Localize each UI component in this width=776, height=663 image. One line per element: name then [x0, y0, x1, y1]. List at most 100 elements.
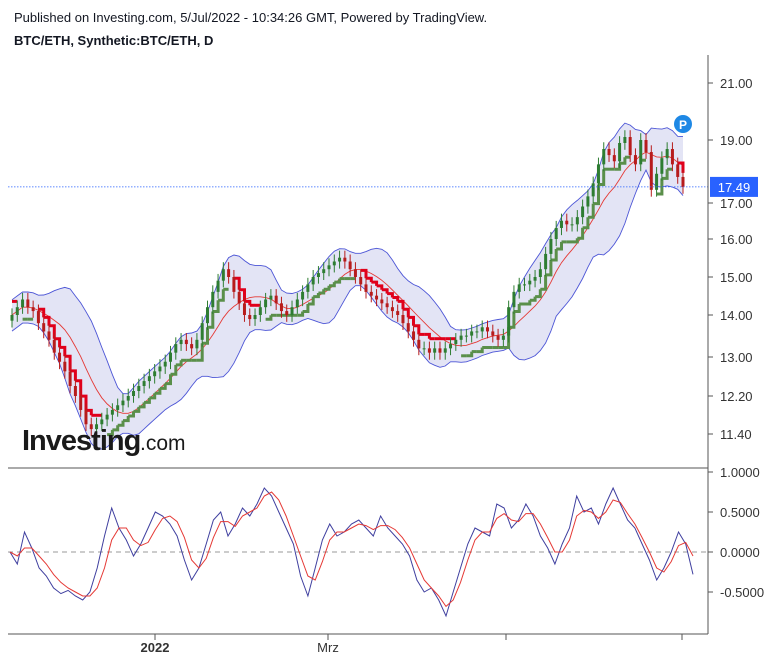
candle [163, 354, 167, 374]
candle-body [258, 307, 262, 315]
candle [565, 213, 569, 232]
candle-body [390, 307, 394, 312]
candle-body [89, 424, 93, 430]
candle-body [612, 155, 616, 162]
candle [464, 328, 468, 343]
candle [95, 417, 99, 436]
candle [332, 254, 336, 273]
candle-body [174, 344, 178, 353]
candle [454, 333, 458, 351]
candle-body [602, 149, 606, 165]
candle-body [26, 299, 30, 308]
candle [31, 300, 35, 318]
candle-body [322, 269, 326, 274]
trailing-stop-segment [360, 268, 368, 279]
candle-body [670, 149, 674, 165]
candle [84, 403, 88, 432]
candle [443, 341, 447, 360]
trailing-stop-segment [212, 300, 220, 313]
pivot-marker [674, 115, 692, 133]
candle [142, 373, 146, 394]
trailing-stop-segment [582, 217, 590, 230]
candle [264, 292, 268, 314]
candle-body [301, 291, 305, 300]
candle-body [216, 280, 220, 292]
candle-body [443, 348, 447, 353]
candle [253, 308, 257, 326]
candle-body [200, 323, 204, 340]
candle-body [380, 299, 384, 304]
candle-body [353, 269, 357, 277]
candle [517, 277, 521, 299]
candle-body [486, 327, 490, 332]
candle-body [211, 291, 215, 308]
candle [258, 300, 262, 322]
candle-body [665, 149, 669, 159]
candle-body [538, 269, 542, 277]
candle [406, 316, 410, 339]
candle [670, 142, 674, 172]
candle [316, 266, 320, 284]
candle-body [264, 299, 268, 308]
candle [26, 292, 30, 314]
trailing-stop-segment [545, 260, 553, 277]
x-tick-label: Mrz [317, 640, 339, 655]
candle-body [491, 331, 495, 336]
candle [21, 292, 25, 314]
candle-body [533, 277, 537, 281]
candle [607, 142, 611, 162]
trailing-stop-segment [598, 169, 606, 186]
candle-body [528, 280, 532, 285]
candle [179, 333, 183, 351]
candle-body [348, 261, 352, 270]
candle [132, 383, 136, 403]
candle-body [628, 137, 632, 156]
trailing-stop-segment [403, 307, 410, 318]
trailing-stop-segment [54, 337, 62, 348]
candle-body [385, 303, 389, 308]
trailing-stop-segment [413, 324, 421, 335]
price-tick-label: 16.00 [720, 232, 753, 247]
price-tick-label: 19.00 [720, 133, 753, 148]
candle [369, 285, 373, 303]
candle [269, 289, 273, 307]
candle-body [681, 176, 685, 187]
candle [549, 231, 553, 262]
candle-body [79, 396, 83, 410]
candle [348, 254, 352, 277]
candle [279, 296, 283, 318]
candle [100, 412, 104, 432]
candle-body [132, 390, 136, 396]
watermark-suffix: .com [140, 432, 186, 455]
candle-body [205, 307, 209, 324]
trailing-stop-segment [175, 360, 183, 367]
candle [533, 269, 537, 288]
candle [665, 142, 669, 166]
candle-body [295, 299, 299, 308]
candle [121, 393, 125, 413]
candle-body [639, 140, 643, 165]
candle-body [269, 295, 273, 300]
trailing-stop-segment [202, 327, 209, 345]
candle-body [364, 284, 368, 292]
symbol-title: BTC/ETH, Synthetic:BTC/ETH, D [14, 33, 214, 48]
candle [63, 354, 67, 379]
trailing-stop-segment [117, 420, 125, 427]
trailing-stop-segment [207, 311, 215, 329]
candle-body [153, 371, 157, 377]
trailing-stop-segment [513, 304, 521, 313]
candle-body [406, 323, 410, 332]
candle [544, 246, 548, 277]
candle-body [327, 265, 331, 270]
candle [227, 262, 231, 284]
candle-body [454, 339, 458, 345]
candle-body [501, 335, 505, 340]
last-price-badge [710, 176, 758, 197]
candle-body [110, 409, 114, 415]
candle [52, 333, 56, 360]
candle-body [63, 361, 67, 372]
candle-body [42, 323, 46, 332]
candle-body [480, 327, 484, 332]
candle-body [316, 273, 320, 277]
